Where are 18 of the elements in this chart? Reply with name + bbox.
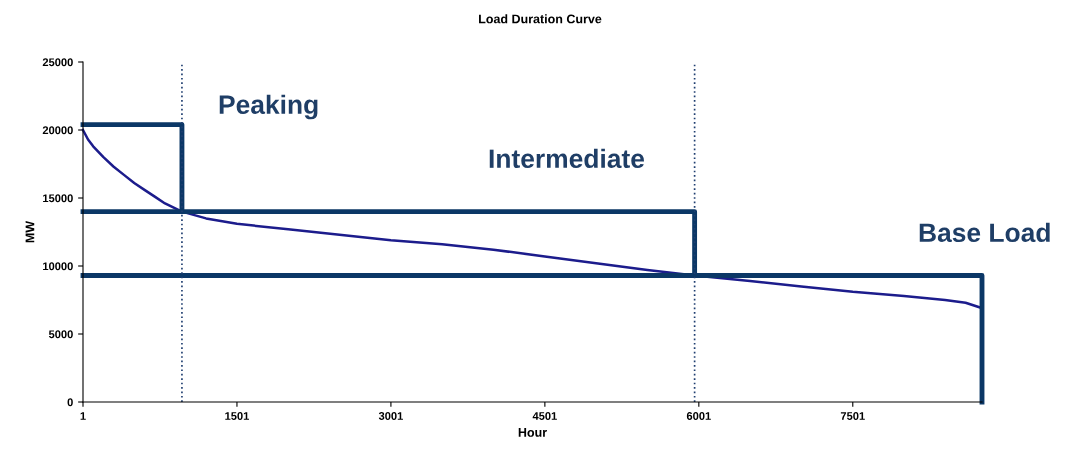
y-tick-label: 20000: [42, 126, 73, 135]
x-tick-label: 4501: [532, 412, 557, 420]
annotation: Peaking: [219, 94, 318, 120]
x-tick-label: 7501: [840, 412, 865, 420]
y-tick-label: 5000: [48, 330, 73, 339]
y-tick-label: 25000: [42, 58, 73, 67]
annotation: Base Load: [919, 222, 1050, 243]
chart-title: Load Duration Curve: [479, 14, 602, 24]
y-tick-label: 0: [67, 398, 73, 407]
y-axis-title: MW: [25, 220, 35, 243]
x-tick-label: 1501: [225, 412, 250, 420]
x-axis-title: Hour: [518, 428, 547, 437]
y-tick-label: 10000: [43, 262, 73, 271]
annotation: Intermediate: [489, 148, 645, 169]
x-tick-label: 1: [80, 412, 86, 420]
x-tick-label: 3001: [378, 412, 403, 420]
x-tick-label: 6001: [686, 412, 711, 420]
y-tick-label: 15000: [43, 194, 73, 203]
